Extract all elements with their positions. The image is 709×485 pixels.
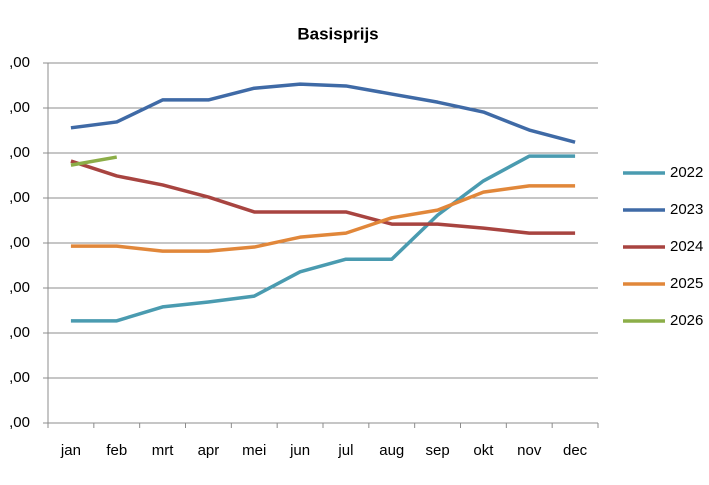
y-tick-label: ,00 [9,99,30,116]
y-tick-label: ,00 [9,144,30,161]
series-line [70,154,576,323]
y-tick-label: ,00 [9,54,30,71]
x-tick-label: jan [60,442,81,459]
y-tick-label: ,00 [9,279,30,296]
legend-label: 2023 [670,201,703,218]
legend-label: 2024 [670,238,703,255]
legend-label: 2022 [670,164,703,181]
x-tick-label: aug [379,442,404,459]
x-tick-label: okt [473,442,494,459]
legend-label: 2026 [670,312,703,329]
x-tick-label: mei [242,442,266,459]
x-tick-label: feb [106,442,127,459]
y-tick-label: ,00 [9,324,30,341]
x-tick-label: dec [563,442,588,459]
x-tick-label: sep [425,442,449,459]
x-tick-label: jul [337,442,353,459]
series-line [70,155,118,167]
y-tick-label: ,00 [9,369,30,386]
x-tick-label: jun [289,442,310,459]
y-tick-label: ,00 [9,189,30,206]
x-tick-label: apr [198,442,220,459]
series-line [70,82,576,144]
chart-title: Basisprijs [297,24,378,43]
series-line [70,159,576,235]
y-tick-label: ,00 [9,234,30,251]
y-tick-label: ,00 [9,414,30,431]
x-tick-label: nov [517,442,542,459]
x-tick-label: mrt [152,442,174,459]
series-line [70,184,576,253]
legend-label: 2025 [670,275,703,292]
